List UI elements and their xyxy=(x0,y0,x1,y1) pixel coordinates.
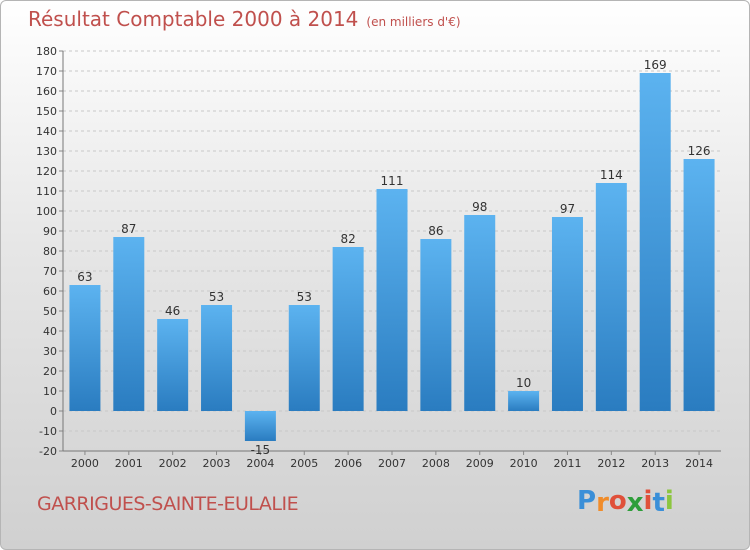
bar xyxy=(113,237,145,411)
y-tick-label: 120 xyxy=(36,165,57,178)
data-label: 63 xyxy=(77,270,92,284)
data-label: 169 xyxy=(644,58,667,72)
bar xyxy=(288,305,320,411)
data-label: 82 xyxy=(340,232,355,246)
x-tick-label: 2007 xyxy=(378,457,406,470)
title-text: Résultat Comptable 2000 à 2014 xyxy=(28,7,359,31)
x-tick-label: 2000 xyxy=(71,457,99,470)
y-tick-label: 80 xyxy=(43,245,57,258)
y-tick-label: 30 xyxy=(43,345,57,358)
y-tick-label: 100 xyxy=(36,205,57,218)
y-tick-label: 180 xyxy=(36,45,57,58)
y-tick-label: 50 xyxy=(43,305,57,318)
data-label: 126 xyxy=(688,144,711,158)
y-tick-label: 20 xyxy=(43,365,57,378)
logo-letter: P xyxy=(577,486,597,516)
data-label: 53 xyxy=(297,290,312,304)
data-label: 86 xyxy=(428,224,443,238)
y-tick-label: 10 xyxy=(43,385,57,398)
data-label: 98 xyxy=(472,200,487,214)
chart-subtitle: (en milliers d'€) xyxy=(366,15,461,29)
data-label: 53 xyxy=(209,290,224,304)
data-label: 87 xyxy=(121,222,136,236)
bar xyxy=(464,215,496,411)
x-tick-label: 2003 xyxy=(203,457,231,470)
bar xyxy=(332,247,364,411)
x-tick-label: 2012 xyxy=(597,457,625,470)
bar xyxy=(551,217,583,411)
x-tick-label: 2014 xyxy=(685,457,713,470)
bar xyxy=(69,285,101,411)
chart-title: Résultat Comptable 2000 à 2014 (en millie… xyxy=(28,7,461,31)
y-tick-label: 60 xyxy=(43,285,57,298)
data-label: 97 xyxy=(560,202,575,216)
y-tick-label: 70 xyxy=(43,265,57,278)
x-tick-label: 2013 xyxy=(641,457,669,470)
logo-letter: i xyxy=(643,486,653,516)
x-tick-label: 2002 xyxy=(159,457,187,470)
bar xyxy=(508,391,540,411)
logo-letter: x xyxy=(626,488,644,518)
y-tick-label: -10 xyxy=(39,425,57,438)
x-tick-label: 2009 xyxy=(466,457,494,470)
y-tick-label: 90 xyxy=(43,225,57,238)
y-tick-label: 110 xyxy=(36,185,57,198)
logo-letter: o xyxy=(608,486,627,516)
y-tick-label: 0 xyxy=(50,405,57,418)
x-tick-label: 2008 xyxy=(422,457,450,470)
proxiti-logo: Proxiti xyxy=(577,486,674,518)
x-tick-label: 2011 xyxy=(553,457,581,470)
bar xyxy=(157,319,189,411)
x-tick-label: 2006 xyxy=(334,457,362,470)
data-label: 111 xyxy=(381,174,404,188)
x-tick-label: 2001 xyxy=(115,457,143,470)
y-tick-label: 140 xyxy=(36,125,57,138)
logo-letter: t xyxy=(652,488,665,518)
commune-name: GARRIGUES-SAINTE-EULALIE xyxy=(37,493,299,515)
bar xyxy=(376,189,408,411)
x-tick-label: 2005 xyxy=(290,457,318,470)
data-label: 46 xyxy=(165,304,180,318)
y-tick-label: 160 xyxy=(36,85,57,98)
data-label: 10 xyxy=(516,376,531,390)
y-tick-label: 150 xyxy=(36,105,57,118)
y-tick-label: 130 xyxy=(36,145,57,158)
bar xyxy=(244,411,276,441)
logo-letter: r xyxy=(596,488,609,518)
bar xyxy=(683,159,715,411)
y-tick-label: 170 xyxy=(36,65,57,78)
bar xyxy=(201,305,233,411)
data-label: -15 xyxy=(251,443,271,457)
y-tick-label: 40 xyxy=(43,325,57,338)
x-tick-label: 2004 xyxy=(246,457,274,470)
y-tick-label: -20 xyxy=(39,445,57,458)
bar xyxy=(420,239,452,411)
bar xyxy=(595,183,627,411)
bar xyxy=(639,73,671,411)
x-tick-label: 2010 xyxy=(510,457,538,470)
data-label: 114 xyxy=(600,168,623,182)
logo-letter: i xyxy=(664,486,674,516)
